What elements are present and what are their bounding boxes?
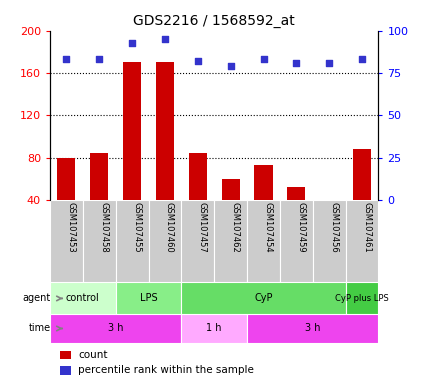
Text: LPS: LPS — [139, 293, 157, 303]
Point — [358, 56, 365, 63]
Bar — [188, 153, 207, 200]
Text: GSM107454: GSM107454 — [263, 202, 272, 253]
Text: GSM107462: GSM107462 — [230, 202, 239, 253]
Bar — [50, 314, 181, 343]
Point — [194, 58, 201, 64]
Bar — [60, 366, 71, 374]
Bar — [50, 283, 115, 314]
Bar — [115, 200, 148, 283]
Bar — [82, 200, 115, 283]
Point — [161, 36, 168, 42]
Text: CyP: CyP — [253, 293, 272, 303]
Point — [63, 56, 70, 63]
Point — [325, 60, 332, 66]
Bar — [345, 283, 378, 314]
Bar — [155, 63, 174, 200]
Text: time: time — [29, 323, 51, 333]
Point — [227, 63, 233, 69]
Bar — [115, 283, 181, 314]
Point — [128, 40, 135, 46]
Bar — [60, 351, 71, 359]
Bar — [181, 283, 345, 314]
Text: 3 h: 3 h — [108, 323, 123, 333]
Text: control: control — [66, 293, 99, 303]
Title: GDS2216 / 1568592_at: GDS2216 / 1568592_at — [133, 14, 294, 28]
Bar — [148, 200, 181, 283]
Text: 1 h: 1 h — [206, 323, 221, 333]
Bar — [181, 200, 214, 283]
Text: GSM107459: GSM107459 — [296, 202, 305, 253]
Bar — [345, 200, 378, 283]
Bar — [247, 200, 279, 283]
Text: 3 h: 3 h — [304, 323, 320, 333]
Bar — [247, 314, 378, 343]
Text: CyP plus LPS: CyP plus LPS — [334, 294, 388, 303]
Text: GSM107453: GSM107453 — [66, 202, 75, 253]
Text: agent: agent — [23, 293, 51, 303]
Bar — [254, 165, 272, 200]
Text: GSM107461: GSM107461 — [361, 202, 370, 253]
Point — [260, 56, 266, 63]
Bar — [214, 200, 247, 283]
Text: GSM107456: GSM107456 — [329, 202, 337, 253]
Text: GSM107455: GSM107455 — [132, 202, 141, 253]
Bar — [286, 187, 305, 200]
Bar — [279, 200, 312, 283]
Point — [95, 56, 102, 63]
Bar — [50, 200, 82, 283]
Bar — [352, 149, 370, 200]
Text: GSM107458: GSM107458 — [99, 202, 108, 253]
Bar — [181, 314, 247, 343]
Point — [292, 60, 299, 66]
Text: percentile rank within the sample: percentile rank within the sample — [78, 366, 253, 376]
Bar — [90, 153, 108, 200]
Text: GSM107460: GSM107460 — [164, 202, 174, 253]
Bar — [123, 63, 141, 200]
Text: count: count — [78, 350, 107, 360]
Bar — [312, 200, 345, 283]
Bar — [221, 179, 239, 200]
Bar — [57, 157, 76, 200]
Text: GSM107457: GSM107457 — [197, 202, 206, 253]
